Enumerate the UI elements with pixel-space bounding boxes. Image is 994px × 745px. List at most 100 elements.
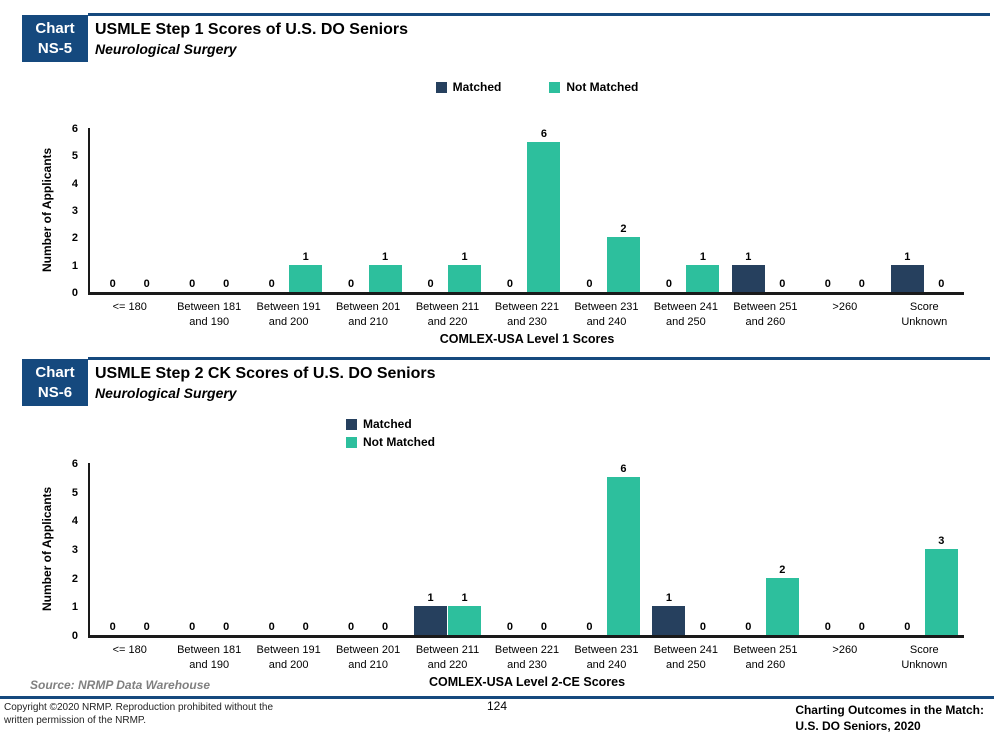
copyright-note: Copyright ©2020 NRMP. Reproduction prohi… xyxy=(4,701,273,727)
x-axis-category-label: Between 211 and 220 xyxy=(415,301,480,328)
bar-not-matched xyxy=(606,237,640,292)
bar-value-label: 0 xyxy=(382,621,389,633)
y-tick-label: 3 xyxy=(71,544,78,556)
bar-slot-not-matched: 0 xyxy=(130,463,164,635)
bar-slot-not-matched: 0 xyxy=(686,463,720,635)
y-tick-label: 6 xyxy=(71,458,78,470)
x-axis-category-label: Between 241 and 250 xyxy=(653,301,718,328)
bar-slot-not-matched: 0 xyxy=(765,128,799,292)
bar-value-label: 3 xyxy=(938,535,945,547)
bar-value-label: 0 xyxy=(824,621,831,633)
bar-slot-not-matched: 0 xyxy=(845,463,879,635)
legend-label-matched: Matched xyxy=(363,417,412,431)
bar-value-label: 1 xyxy=(302,250,309,263)
bar-slot-not-matched: 0 xyxy=(924,128,958,292)
bar-value-label: 1 xyxy=(699,250,706,263)
x-axis-category-label: >260 xyxy=(832,301,858,313)
page-number: 124 xyxy=(486,699,508,713)
bar-value-label: 1 xyxy=(382,250,389,263)
legend-item-not-matched: Not Matched xyxy=(549,80,638,94)
bar-slot-matched: 1 xyxy=(890,128,924,292)
bar-slot-not-matched: 6 xyxy=(527,128,561,292)
bar-slot-matched: 0 xyxy=(175,463,209,635)
bar-not-matched xyxy=(448,606,482,635)
bar-value-label: 0 xyxy=(904,621,911,633)
bar-slot-matched: 0 xyxy=(334,128,368,292)
bar-slot-not-matched: 1 xyxy=(448,463,482,635)
not-matched-swatch-icon xyxy=(346,436,357,448)
y-axis-title: Number of Applicants xyxy=(40,147,54,273)
legend-label-matched: Matched xyxy=(452,80,502,94)
x-axis-category-label: Between 181 and 190 xyxy=(177,301,242,328)
bar-value-label: 0 xyxy=(699,621,706,633)
bar-slot-matched: 0 xyxy=(572,128,606,292)
copyright-line-2: written permission of the NRMP. xyxy=(4,715,147,726)
bar-value-label: 0 xyxy=(268,621,275,633)
bar-not-matched xyxy=(765,577,799,635)
bar-slot-matched: 0 xyxy=(414,128,448,292)
bar-value-label: 0 xyxy=(586,621,593,633)
chart-title: USMLE Step 1 Scores of U.S. DO Seniors xyxy=(95,21,408,38)
bar-slot-matched: 0 xyxy=(890,463,924,635)
y-tick-label: 2 xyxy=(71,232,78,245)
chart-tag-id: NS-5 xyxy=(37,39,73,57)
bar-slot-not-matched: 1 xyxy=(368,128,402,292)
bar-value-label: 1 xyxy=(665,592,672,605)
bar-slot-matched: 1 xyxy=(652,463,686,635)
chart-tag-ns6: Chart NS-6 xyxy=(22,359,88,406)
header-rule xyxy=(88,357,990,360)
bar-slot-not-matched: 0 xyxy=(209,463,243,635)
x-axis-ticks: <= 180 Between 181 and 190 Between 191 and 2… xyxy=(90,643,964,673)
bar-value-label: 0 xyxy=(189,621,196,633)
bar-value-label: 0 xyxy=(506,278,514,290)
x-axis-category-label: <= 180 xyxy=(112,301,147,313)
bar-slot-matched: 0 xyxy=(96,463,130,635)
legend: Matched Not Matched xyxy=(346,417,435,449)
bar-slot-matched: 0 xyxy=(811,463,845,635)
bar-slot-not-matched: 0 xyxy=(289,463,323,635)
chart-header: USMLE Step 1 Scores of U.S. DO Seniors N… xyxy=(95,21,408,57)
x-axis-title: COMLEX-USA Level 1 Scores xyxy=(439,332,615,346)
bar-matched xyxy=(731,264,765,292)
bar-slot-matched: 0 xyxy=(731,463,765,635)
chart-ns6-section: Chart NS-6 USMLE Step 2 CK Scores of U.S… xyxy=(0,355,994,700)
bar-slot-not-matched: 0 xyxy=(209,128,243,292)
header-rule xyxy=(88,13,990,16)
bar-not-matched xyxy=(606,477,640,635)
x-axis-category-label: Between 191 and 200 xyxy=(256,644,321,671)
bar-not-matched xyxy=(527,142,561,292)
publication-title: Charting Outcomes in the Match: U.S. DO … xyxy=(795,702,984,734)
bar-value-label: 0 xyxy=(938,278,945,290)
bar-value-label: 0 xyxy=(858,278,865,290)
x-axis-category-label: Between 201 and 210 xyxy=(335,644,401,671)
bar-slot-matched: 0 xyxy=(96,128,130,292)
legend-label-not-matched: Not Matched xyxy=(566,80,639,94)
bar-value-label: 0 xyxy=(348,278,355,290)
bar-slot-not-matched: 1 xyxy=(686,128,720,292)
bar-not-matched xyxy=(448,264,482,292)
x-axis-category-label: Between 191 and 200 xyxy=(256,301,321,328)
bar-not-matched xyxy=(924,549,958,635)
y-tick-label: 2 xyxy=(71,572,78,585)
x-axis-ticks: <= 180 Between 181 and 190 Between 191 and 2… xyxy=(90,300,964,330)
bar-value-label: 0 xyxy=(223,621,230,633)
matched-swatch-icon xyxy=(435,81,447,93)
bar-value-label: 0 xyxy=(506,621,514,633)
bar-value-label: 0 xyxy=(143,621,150,633)
bar-slot-matched: 0 xyxy=(175,128,209,292)
bar-value-label: 1 xyxy=(904,250,911,263)
bar-value-label: 1 xyxy=(427,592,434,605)
y-tick-label: 5 xyxy=(71,150,78,163)
y-tick-label: 0 xyxy=(71,287,78,299)
bar-value-label: 0 xyxy=(427,278,434,290)
